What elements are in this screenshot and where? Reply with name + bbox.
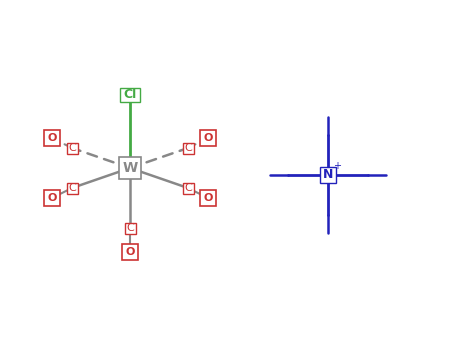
Text: O: O bbox=[47, 193, 57, 203]
FancyBboxPatch shape bbox=[122, 244, 138, 260]
FancyBboxPatch shape bbox=[44, 190, 60, 206]
Text: C: C bbox=[126, 223, 134, 233]
Text: O: O bbox=[125, 247, 135, 257]
Text: C: C bbox=[184, 183, 192, 193]
Text: N: N bbox=[323, 168, 333, 182]
FancyBboxPatch shape bbox=[125, 223, 136, 233]
Text: O: O bbox=[203, 133, 212, 143]
FancyBboxPatch shape bbox=[200, 130, 216, 146]
FancyBboxPatch shape bbox=[66, 182, 77, 194]
FancyBboxPatch shape bbox=[200, 190, 216, 206]
Text: W: W bbox=[122, 161, 137, 175]
FancyBboxPatch shape bbox=[120, 88, 140, 102]
FancyBboxPatch shape bbox=[320, 167, 336, 183]
Text: C: C bbox=[68, 183, 76, 193]
FancyBboxPatch shape bbox=[119, 157, 141, 179]
Text: O: O bbox=[47, 133, 57, 143]
Text: C: C bbox=[68, 143, 76, 153]
Text: Cl: Cl bbox=[123, 89, 136, 101]
FancyBboxPatch shape bbox=[182, 142, 193, 154]
Text: O: O bbox=[203, 193, 212, 203]
FancyBboxPatch shape bbox=[44, 130, 60, 146]
FancyBboxPatch shape bbox=[182, 182, 193, 194]
Text: C: C bbox=[184, 143, 192, 153]
Text: +: + bbox=[333, 161, 341, 171]
FancyBboxPatch shape bbox=[66, 142, 77, 154]
